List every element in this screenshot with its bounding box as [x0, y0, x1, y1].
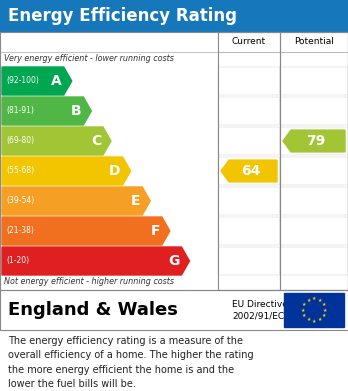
Bar	[218, 127, 280, 155]
Polygon shape	[2, 247, 189, 275]
Text: Energy Efficiency Rating: Energy Efficiency Rating	[8, 7, 237, 25]
Text: ★: ★	[302, 313, 307, 318]
Bar	[218, 67, 280, 95]
Text: ★: ★	[312, 296, 316, 301]
Bar	[0, 32, 348, 52]
Text: A: A	[51, 74, 62, 88]
Bar	[280, 32, 348, 290]
Bar	[280, 67, 348, 95]
Bar	[284, 293, 344, 327]
Text: ★: ★	[306, 298, 310, 303]
Text: (1-20): (1-20)	[6, 256, 29, 265]
Text: (21-38): (21-38)	[6, 226, 34, 235]
Bar	[0, 32, 348, 290]
Polygon shape	[2, 97, 92, 125]
Text: ★: ★	[322, 302, 326, 307]
Text: F: F	[150, 224, 160, 238]
Bar	[218, 32, 280, 290]
Text: ★: ★	[301, 307, 305, 312]
Polygon shape	[2, 67, 72, 95]
Polygon shape	[2, 217, 170, 245]
Text: England & Wales: England & Wales	[8, 301, 178, 319]
Text: ★: ★	[322, 313, 326, 318]
Text: Very energy efficient - lower running costs: Very energy efficient - lower running co…	[4, 54, 174, 63]
Polygon shape	[2, 187, 150, 215]
Bar	[280, 32, 348, 52]
Bar	[280, 247, 348, 275]
Bar	[280, 97, 348, 125]
Bar	[280, 157, 348, 185]
Text: ★: ★	[317, 317, 322, 322]
Polygon shape	[2, 157, 130, 185]
Text: D: D	[109, 164, 121, 178]
Bar	[280, 127, 348, 155]
Bar	[280, 217, 348, 245]
Text: EU Directive
2002/91/EC: EU Directive 2002/91/EC	[232, 300, 288, 320]
Text: ★: ★	[302, 302, 307, 307]
Bar	[218, 217, 280, 245]
Text: Potential: Potential	[294, 38, 334, 47]
Bar	[218, 32, 280, 52]
Bar	[218, 247, 280, 275]
Text: Not energy efficient - higher running costs: Not energy efficient - higher running co…	[4, 277, 174, 286]
Bar	[218, 187, 280, 215]
Bar	[0, 0, 348, 32]
Text: 79: 79	[306, 134, 326, 148]
Text: B: B	[71, 104, 81, 118]
Polygon shape	[221, 160, 277, 182]
Text: ★: ★	[312, 319, 316, 324]
Text: E: E	[131, 194, 140, 208]
Text: (39-54): (39-54)	[6, 197, 34, 206]
Text: ★: ★	[317, 298, 322, 303]
Text: (92-100): (92-100)	[6, 77, 39, 86]
Bar	[0, 290, 348, 330]
Text: (55-68): (55-68)	[6, 167, 34, 176]
Text: C: C	[91, 134, 101, 148]
Polygon shape	[283, 130, 345, 152]
Bar	[280, 187, 348, 215]
Polygon shape	[2, 127, 111, 155]
Bar	[218, 157, 280, 185]
Text: ★: ★	[306, 317, 310, 322]
Text: 64: 64	[241, 164, 261, 178]
Text: ★: ★	[323, 307, 327, 312]
Text: (81-91): (81-91)	[6, 106, 34, 115]
Text: The energy efficiency rating is a measure of the
overall efficiency of a home. T: The energy efficiency rating is a measur…	[8, 336, 254, 389]
Text: G: G	[168, 254, 180, 268]
Bar	[218, 97, 280, 125]
Text: Current: Current	[232, 38, 266, 47]
Text: (69-80): (69-80)	[6, 136, 34, 145]
